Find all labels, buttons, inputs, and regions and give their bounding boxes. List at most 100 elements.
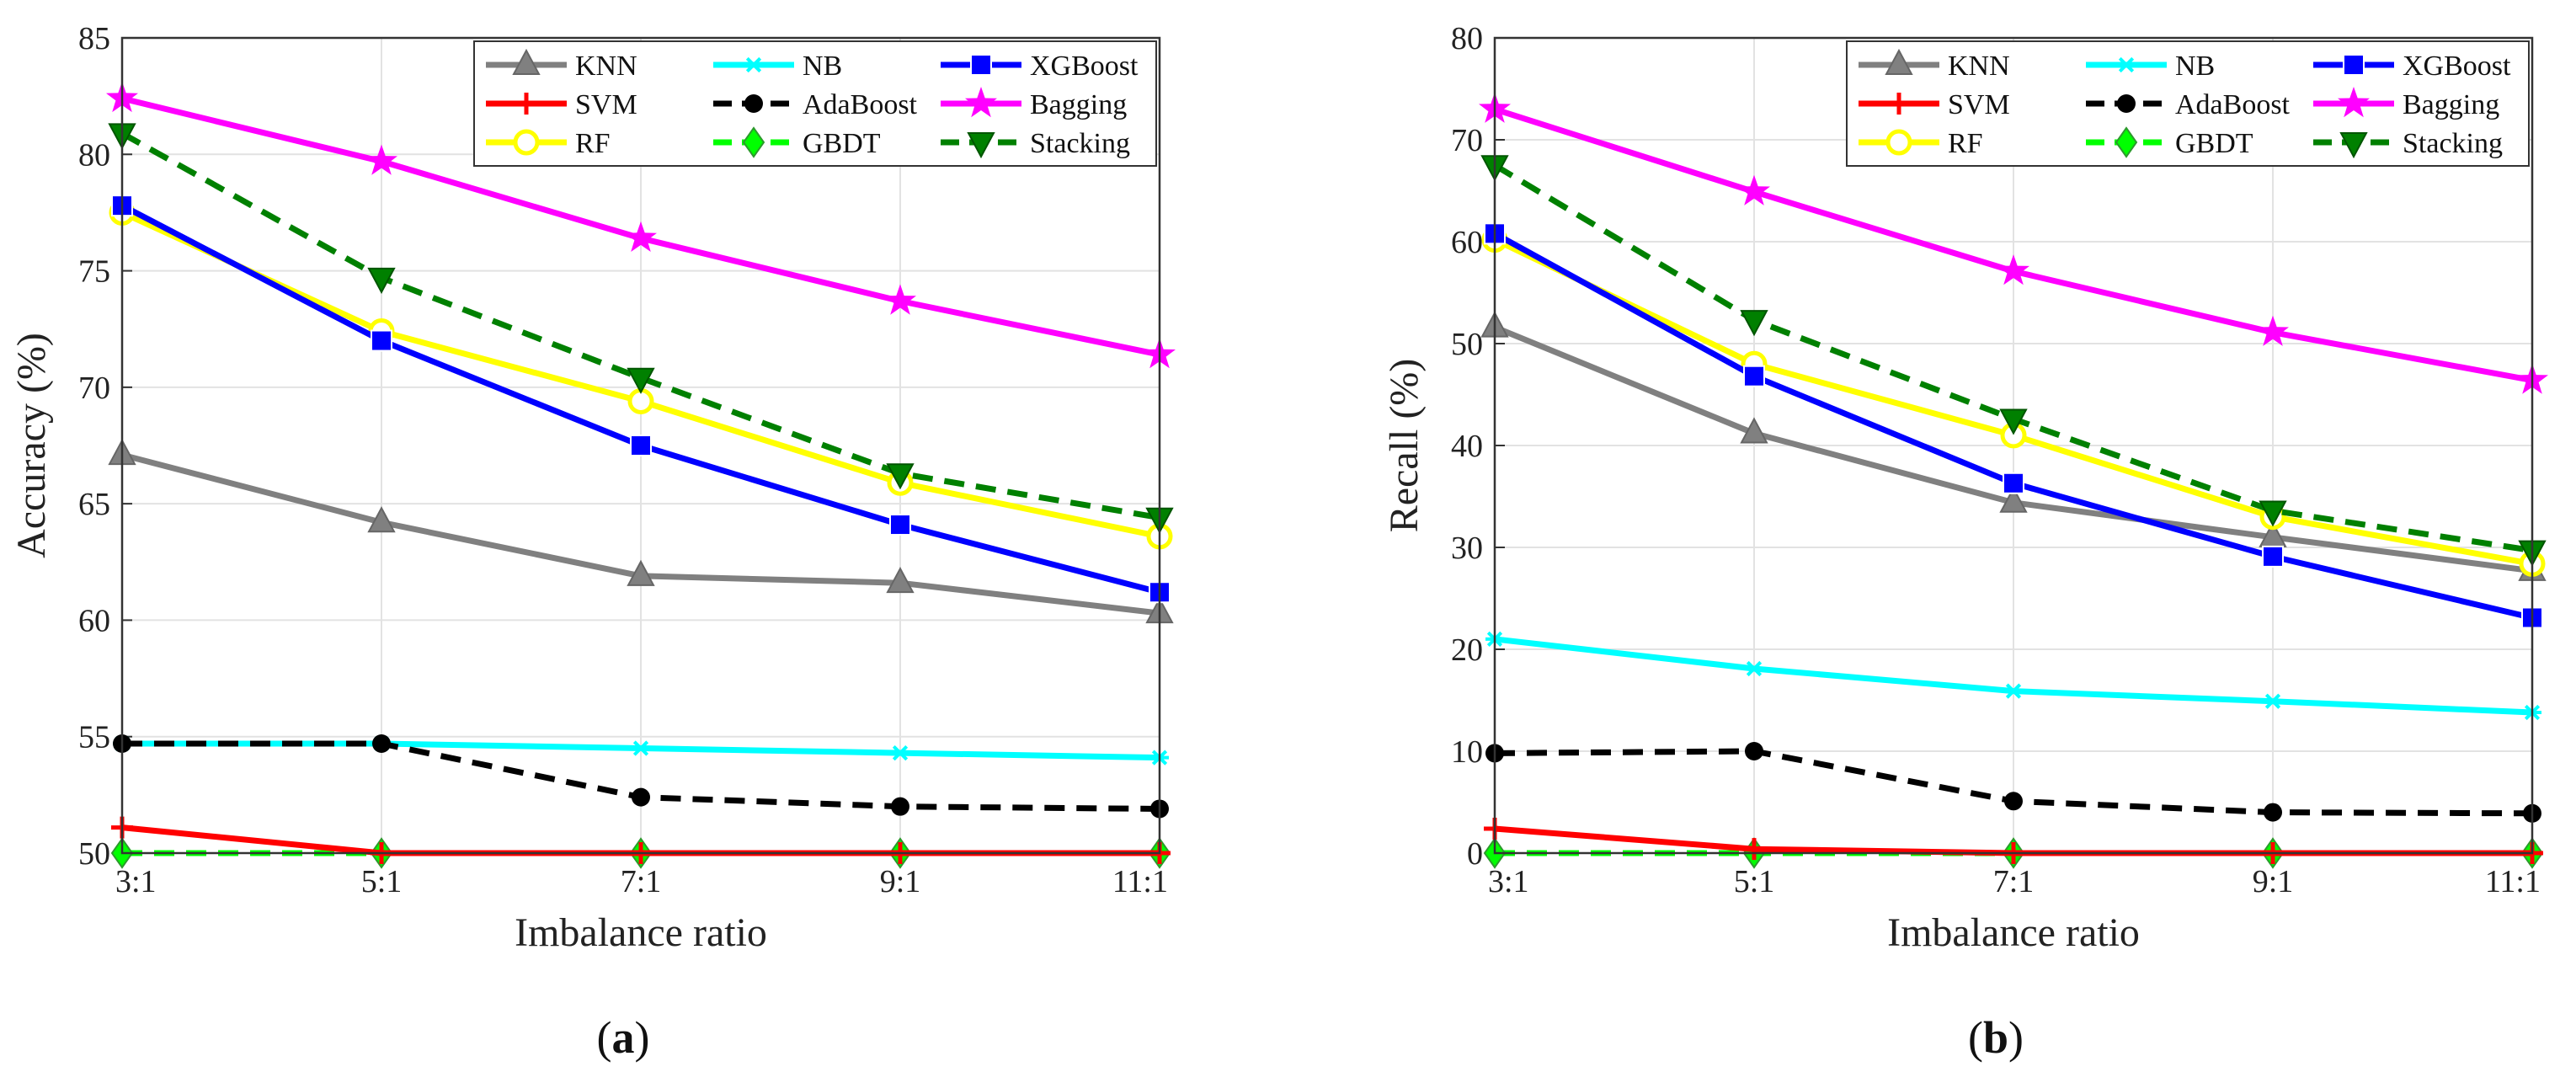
x-axis-label: Imbalance ratio bbox=[1887, 910, 2140, 955]
legend-label: KNN bbox=[575, 51, 637, 82]
data-point-bagging bbox=[625, 221, 657, 252]
legend-marker bbox=[967, 132, 995, 159]
legend-entry-gbdt: GBDT bbox=[713, 126, 881, 159]
y-tick-label: 30 bbox=[1451, 531, 1483, 566]
y-tick-label: 85 bbox=[78, 21, 110, 56]
x-tick-label: 5:1 bbox=[1734, 864, 1775, 899]
data-point-stacking bbox=[367, 267, 396, 294]
data-point-nb bbox=[1745, 660, 1763, 677]
chart-panel-b: 0 10 20 30 40 50 60 70 80 3:1 5:1 7:1 9:1 11:1 Imbalan… bbox=[1382, 21, 2548, 1063]
y-tick-label: 75 bbox=[78, 254, 110, 290]
chart-panel-a: 50 55 60 65 70 75 80 85 3:1 5:1 7:1 9:1 11:1 Imbalanc… bbox=[9, 21, 1176, 1063]
legend-label: Stacking bbox=[1030, 128, 1130, 159]
y-axis: 50 55 60 65 70 75 80 85 bbox=[78, 21, 132, 872]
legend-label: AdaBoost bbox=[2175, 89, 2291, 120]
x-tick-label: 3:1 bbox=[1488, 864, 1529, 899]
x-axis: 3:1 5:1 7:1 9:1 11:1 bbox=[115, 843, 1168, 899]
y-tick-label: 40 bbox=[1451, 429, 1483, 464]
data-point-stacking bbox=[2259, 500, 2287, 527]
y-axis-label: Accuracy (%) bbox=[9, 333, 54, 558]
legend-entry-svm: SVM bbox=[1859, 89, 2010, 120]
legend-label: SVM bbox=[1948, 89, 2010, 120]
y-tick-label: 55 bbox=[78, 720, 110, 755]
data-point-bagging bbox=[1997, 254, 2029, 285]
data-point-adaboost bbox=[2264, 803, 2282, 822]
x-tick-label: 11:1 bbox=[2485, 864, 2541, 899]
legend-entry-xgboost: XGBoost bbox=[941, 51, 1139, 82]
y-tick-label: 70 bbox=[78, 371, 110, 406]
legend-label: RF bbox=[575, 128, 611, 159]
y-tick-label: 0 bbox=[1467, 836, 1483, 872]
legend-label: KNN bbox=[1948, 51, 2010, 82]
legend-marker bbox=[744, 56, 763, 73]
data-point-nb bbox=[632, 740, 650, 756]
legend-label: Bagging bbox=[2403, 89, 2499, 120]
data-point-xgboost bbox=[1743, 365, 1765, 387]
data-point-knn bbox=[627, 559, 655, 586]
legend-entry-stacking: Stacking bbox=[941, 128, 1130, 159]
legend-label: SVM bbox=[575, 89, 637, 120]
legend-label: XGBoost bbox=[1030, 51, 1139, 82]
legend-marker bbox=[1888, 93, 1910, 115]
data-point-knn bbox=[1740, 417, 1768, 444]
legend-entry-rf: RF bbox=[486, 128, 611, 159]
y-axis: 0 10 20 30 40 50 60 70 80 bbox=[1451, 21, 1505, 872]
data-point-svm bbox=[1743, 838, 1765, 861]
data-point-knn bbox=[367, 506, 396, 533]
y-tick-label: 65 bbox=[78, 487, 110, 522]
legend-label: Stacking bbox=[2403, 128, 2503, 159]
legend-entry-svm: SVM bbox=[486, 89, 637, 120]
legend-entry-stacking: Stacking bbox=[2313, 128, 2503, 159]
y-tick-label: 20 bbox=[1451, 632, 1483, 668]
data-point-xgboost bbox=[2003, 472, 2024, 494]
panel-label: (b) bbox=[1968, 1012, 2024, 1063]
y-tick-label: 10 bbox=[1451, 734, 1483, 770]
legend-label: GBDT bbox=[2175, 128, 2253, 159]
legend-label: NB bbox=[2175, 51, 2215, 82]
data-point-stacking bbox=[1999, 408, 2028, 435]
data-point-bagging bbox=[1738, 174, 1770, 205]
data-point-stacking bbox=[886, 463, 915, 490]
y-axis-label: Recall (%) bbox=[1382, 359, 1427, 533]
y-tick-label: 50 bbox=[1451, 327, 1483, 362]
data-point-xgboost bbox=[2262, 545, 2284, 568]
legend-entry-bagging: Bagging bbox=[941, 87, 1127, 120]
data-point-knn bbox=[1999, 486, 2028, 513]
legend-marker bbox=[2115, 126, 2138, 158]
legend-entry-knn: KNN bbox=[486, 48, 637, 82]
legend-marker bbox=[512, 48, 541, 75]
legend: KNN SVM RF NB AdaBoost GBDT XGBoost Bagging Stac… bbox=[473, 40, 1157, 167]
x-axis-label: Imbalance ratio bbox=[515, 910, 767, 955]
legend-marker bbox=[1885, 48, 1913, 75]
data-point-xgboost bbox=[371, 329, 392, 352]
legend-label: NB bbox=[803, 51, 842, 82]
data-point-bagging bbox=[2257, 315, 2289, 346]
data-point-adaboost bbox=[1745, 742, 1763, 760]
y-tick-label: 80 bbox=[78, 137, 110, 173]
data-point-adaboost bbox=[372, 734, 391, 754]
legend: KNN SVM RF NB AdaBoost GBDT XGBoost Bagging Stac… bbox=[1846, 40, 2530, 167]
data-point-bagging bbox=[884, 284, 916, 315]
legend-marker bbox=[2117, 56, 2136, 73]
series-adaboost bbox=[113, 734, 1169, 819]
y-tick-label: 80 bbox=[1451, 21, 1483, 56]
legend-label: GBDT bbox=[803, 128, 881, 159]
legend-marker bbox=[970, 54, 992, 76]
data-point-adaboost bbox=[2004, 792, 2023, 811]
legend-entry-nb: NB bbox=[2086, 51, 2215, 82]
data-point-nb bbox=[891, 744, 909, 761]
x-tick-label: 11:1 bbox=[1112, 864, 1168, 899]
y-tick-label: 60 bbox=[1451, 225, 1483, 260]
data-point-nb bbox=[2264, 693, 2282, 709]
y-tick-label: 70 bbox=[1451, 123, 1483, 158]
legend-label: RF bbox=[1948, 128, 1983, 159]
data-point-bagging bbox=[365, 144, 397, 175]
legend-entry-adaboost: AdaBoost bbox=[713, 89, 918, 120]
legend-marker bbox=[515, 93, 537, 115]
axes-box bbox=[1493, 36, 2534, 855]
x-axis: 3:1 5:1 7:1 9:1 11:1 bbox=[1488, 843, 2541, 899]
legend-entry-nb: NB bbox=[713, 51, 842, 82]
legend-marker bbox=[744, 94, 763, 113]
legend-entry-knn: KNN bbox=[1859, 48, 2010, 82]
